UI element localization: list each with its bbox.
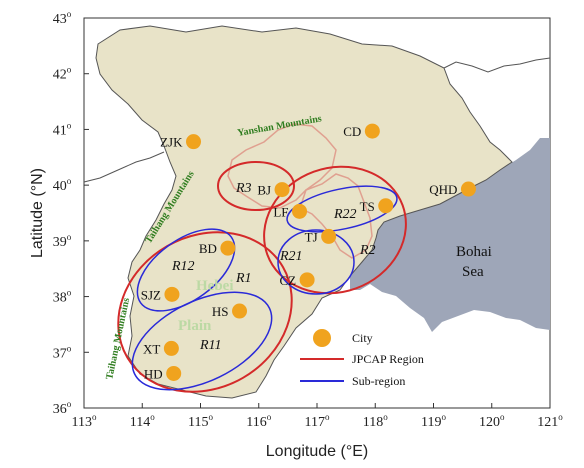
outer-border xyxy=(443,57,551,73)
x-tick-label: 118o xyxy=(363,412,388,430)
jpcap-region-r3 xyxy=(217,161,295,211)
region-label-r11: R11 xyxy=(199,338,222,353)
city-marker-ts xyxy=(378,198,394,214)
region-label-r21: R21 xyxy=(279,249,303,264)
city-marker-qhd xyxy=(460,181,476,197)
tianjin-border xyxy=(299,173,373,259)
y-tick-label: 38o xyxy=(53,288,72,306)
city-marker-tj xyxy=(321,228,337,244)
legend-subregion-label: Sub-region xyxy=(352,374,405,388)
city-marker-lf xyxy=(292,203,308,219)
subregion-r21 xyxy=(277,229,355,295)
city-marker-cd xyxy=(364,123,380,139)
bohai-sea xyxy=(350,138,550,332)
city-label-ts: TS xyxy=(360,199,375,214)
y-axis-title: Latitude (°N) xyxy=(29,168,46,258)
legend-city-icon xyxy=(313,329,331,347)
city-marker-zjk xyxy=(186,134,202,150)
city-markers: ZJK CD BJ QHD LF TS TJ BD CZ SJZ HS XT HD xyxy=(141,123,476,381)
y-tick-label: 41o xyxy=(53,120,72,138)
x-axis-title: Longitude (°E) xyxy=(266,443,368,460)
city-label-tj: TJ xyxy=(305,229,318,244)
city-marker-hs xyxy=(232,303,248,319)
x-tick-label: 121o xyxy=(537,412,563,430)
city-marker-cz xyxy=(299,272,315,288)
city-marker-bd xyxy=(220,240,236,256)
region-label-r3: R3 xyxy=(235,181,252,196)
outer-border-west xyxy=(83,151,165,183)
x-tick-label: 114o xyxy=(130,412,155,430)
x-tick-label: 120o xyxy=(479,412,505,430)
region-label-r2: R2 xyxy=(359,243,376,258)
label-plain: Plain xyxy=(178,318,212,334)
x-tick-label: 116o xyxy=(246,412,271,430)
y-tick-label: 37o xyxy=(53,343,72,361)
city-label-bj: BJ xyxy=(257,183,271,198)
legend-jpcap-label: JPCAP Region xyxy=(352,352,424,366)
city-label-hd: HD xyxy=(144,366,163,381)
legend: City JPCAP Region Sub-region xyxy=(300,329,424,388)
y-tick-label: 39o xyxy=(53,232,72,250)
city-label-cd: CD xyxy=(343,124,361,139)
x-tick-label: 113o xyxy=(72,412,97,430)
region-label-r12: R12 xyxy=(171,259,195,274)
subregion-r12 xyxy=(136,228,236,312)
city-marker-xt xyxy=(163,340,179,356)
city-label-hs: HS xyxy=(212,304,229,319)
city-marker-bj xyxy=(274,182,290,198)
region-label-r1: R1 xyxy=(235,271,252,286)
region-label-r22: R22 xyxy=(333,207,357,222)
city-marker-sjz xyxy=(164,286,180,302)
city-label-bd: BD xyxy=(199,241,217,256)
y-tick-label: 43o xyxy=(53,9,72,27)
city-marker-hd xyxy=(166,365,182,381)
city-label-lf: LF xyxy=(273,204,288,219)
y-tick-label: 40o xyxy=(53,176,72,194)
city-label-sjz: SJZ xyxy=(141,287,161,302)
city-label-xt: XT xyxy=(143,341,160,356)
subregion-r22 xyxy=(286,185,398,233)
city-label-zjk: ZJK xyxy=(160,135,183,150)
jpcap-region-r2 xyxy=(263,165,407,295)
label-bohai: Bohai xyxy=(456,244,492,260)
label-sea: Sea xyxy=(462,264,484,280)
city-label-cz: CZ xyxy=(279,273,296,288)
y-tick-label: 36o xyxy=(53,399,72,417)
label-hebei: Hebei xyxy=(196,278,234,294)
y-tick-label: 42o xyxy=(53,65,72,83)
x-tick-label: 115o xyxy=(188,412,213,430)
beijing-border xyxy=(227,123,337,209)
legend-city-label: City xyxy=(352,331,373,345)
city-label-qhd: QHD xyxy=(429,182,457,197)
x-tick-label: 117o xyxy=(305,412,330,430)
x-tick-label: 119o xyxy=(421,412,446,430)
